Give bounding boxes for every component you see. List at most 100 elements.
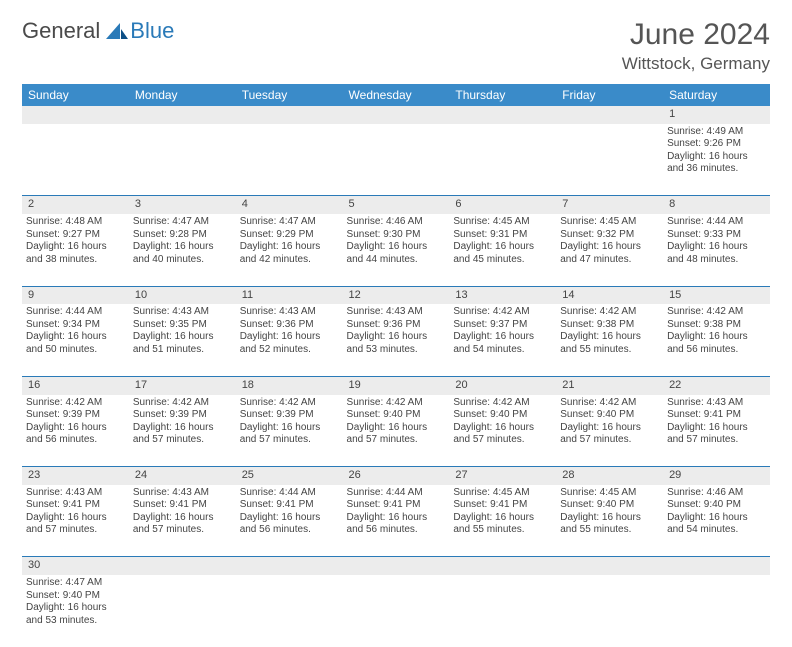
sunrise-line: Sunrise: 4:42 AM [453,306,552,319]
day-cell: Sunrise: 4:47 AMSunset: 9:29 PMDaylight:… [236,214,343,286]
sunrise-line: Sunrise: 4:47 AM [26,577,125,590]
day-number [343,557,450,575]
day-cell: Sunrise: 4:42 AMSunset: 9:40 PMDaylight:… [343,395,450,467]
daylight-line: Daylight: 16 hours and 40 minutes. [133,241,232,266]
day-number: 30 [22,557,129,575]
daylight-line: Daylight: 16 hours and 55 minutes. [453,512,552,537]
calendar: Sunday Monday Tuesday Wednesday Thursday… [22,84,770,647]
day-cell [556,575,663,647]
logo-text-blue: Blue [130,18,174,44]
sunset-line: Sunset: 9:28 PM [133,229,232,242]
day-cell: Sunrise: 4:44 AMSunset: 9:41 PMDaylight:… [236,485,343,557]
sunrise-line: Sunrise: 4:44 AM [26,306,125,319]
sunrise-line: Sunrise: 4:47 AM [240,216,339,229]
week-row: Sunrise: 4:43 AMSunset: 9:41 PMDaylight:… [22,485,770,557]
sunset-line: Sunset: 9:29 PM [240,229,339,242]
daylight-line: Daylight: 16 hours and 57 minutes. [347,422,446,447]
day-number [236,106,343,124]
sunrise-line: Sunrise: 4:47 AM [133,216,232,229]
daylight-line: Daylight: 16 hours and 57 minutes. [560,422,659,447]
day-cell: Sunrise: 4:42 AMSunset: 9:39 PMDaylight:… [22,395,129,467]
logo: General Blue [22,18,174,44]
sunset-line: Sunset: 9:31 PM [453,229,552,242]
daylight-line: Daylight: 16 hours and 51 minutes. [133,331,232,356]
day-number [556,557,663,575]
week-row: Sunrise: 4:49 AMSunset: 9:26 PMDaylight:… [22,124,770,196]
day-number [22,106,129,124]
daylight-line: Daylight: 16 hours and 48 minutes. [667,241,766,266]
day-number: 13 [449,286,556,304]
daylight-line: Daylight: 16 hours and 53 minutes. [26,602,125,627]
day-number [449,557,556,575]
day-number: 1 [663,106,770,124]
sunset-line: Sunset: 9:40 PM [667,499,766,512]
day-number: 21 [556,376,663,394]
logo-text-dark: General [22,18,100,44]
daylight-line: Daylight: 16 hours and 36 minutes. [667,151,766,176]
day-cell [556,124,663,196]
daylight-line: Daylight: 16 hours and 56 minutes. [347,512,446,537]
day-cell [236,124,343,196]
day-cell: Sunrise: 4:42 AMSunset: 9:37 PMDaylight:… [449,304,556,376]
day-number: 4 [236,196,343,214]
day-cell: Sunrise: 4:42 AMSunset: 9:40 PMDaylight:… [449,395,556,467]
day-cell: Sunrise: 4:45 AMSunset: 9:41 PMDaylight:… [449,485,556,557]
sunset-line: Sunset: 9:27 PM [26,229,125,242]
day-cell: Sunrise: 4:42 AMSunset: 9:38 PMDaylight:… [556,304,663,376]
sunset-line: Sunset: 9:36 PM [240,319,339,332]
day-number: 8 [663,196,770,214]
sunrise-line: Sunrise: 4:42 AM [133,397,232,410]
sunset-line: Sunset: 9:34 PM [26,319,125,332]
day-cell: Sunrise: 4:43 AMSunset: 9:41 PMDaylight:… [663,395,770,467]
day-cell: Sunrise: 4:49 AMSunset: 9:26 PMDaylight:… [663,124,770,196]
daylight-line: Daylight: 16 hours and 52 minutes. [240,331,339,356]
day-number: 23 [22,467,129,485]
day-cell [22,124,129,196]
day-cell: Sunrise: 4:42 AMSunset: 9:40 PMDaylight:… [556,395,663,467]
day-number: 22 [663,376,770,394]
sunrise-line: Sunrise: 4:46 AM [347,216,446,229]
sunset-line: Sunset: 9:40 PM [560,409,659,422]
day-number: 17 [129,376,236,394]
sunset-line: Sunset: 9:39 PM [26,409,125,422]
sunset-line: Sunset: 9:40 PM [453,409,552,422]
daynum-row: 9101112131415 [22,286,770,304]
day-number: 7 [556,196,663,214]
day-number: 20 [449,376,556,394]
day-number: 3 [129,196,236,214]
sunset-line: Sunset: 9:41 PM [133,499,232,512]
daylight-line: Daylight: 16 hours and 45 minutes. [453,241,552,266]
day-header: Sunday [22,84,129,106]
week-row: Sunrise: 4:44 AMSunset: 9:34 PM Daylight:… [22,304,770,376]
daylight-line: Daylight: 16 hours and 55 minutes. [560,512,659,537]
daylight-line: Daylight: 16 hours and 54 minutes. [667,512,766,537]
day-cell: Sunrise: 4:47 AMSunset: 9:40 PMDaylight:… [22,575,129,647]
sunset-line: Sunset: 9:38 PM [667,319,766,332]
daylight-line: Daylight: 16 hours and 56 minutes. [240,512,339,537]
daylight-line: Daylight: 16 hours and 47 minutes. [560,241,659,266]
sunrise-line: Sunrise: 4:46 AM [667,487,766,500]
day-cell [449,575,556,647]
daylight-line: Daylight: 16 hours and 42 minutes. [240,241,339,266]
sunset-line: Sunset: 9:37 PM [453,319,552,332]
daylight-line: Daylight: 16 hours and 57 minutes. [453,422,552,447]
day-cell: Sunrise: 4:48 AMSunset: 9:27 PMDaylight:… [22,214,129,286]
day-number: 25 [236,467,343,485]
location: Wittstock, Germany [622,54,770,74]
day-cell: Sunrise: 4:45 AMSunset: 9:31 PMDaylight:… [449,214,556,286]
day-number: 6 [449,196,556,214]
daylight-line: Daylight: 16 hours and 57 minutes. [133,422,232,447]
sunrise-line: Sunrise: 4:44 AM [667,216,766,229]
sunset-line: Sunset: 9:35 PM [133,319,232,332]
daylight-line: Daylight: 16 hours and 57 minutes. [240,422,339,447]
sunrise-line: Sunrise: 4:42 AM [667,306,766,319]
week-row: Sunrise: 4:42 AM Sunset: 9:39 PM Daylight:… [22,395,770,467]
sunset-line: Sunset: 9:26 PM [667,138,766,151]
week-row: Sunrise: 4:47 AMSunset: 9:40 PMDaylight:… [22,575,770,647]
day-cell: Sunrise: 4:44 AMSunset: 9:41 PMDaylight:… [343,485,450,557]
sunset-line: Sunset: 9:40 PM [560,499,659,512]
day-number: 27 [449,467,556,485]
sunrise-line: Sunrise: 4:49 AM [667,126,766,139]
day-number: 15 [663,286,770,304]
day-cell: Sunrise: 4:43 AMSunset: 9:41 PMDaylight:… [129,485,236,557]
